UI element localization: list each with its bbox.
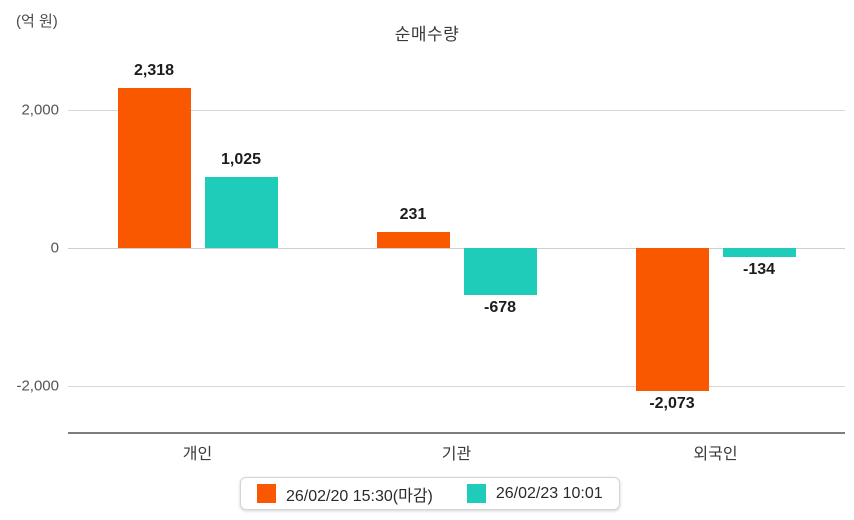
chart-title: 순매수량 — [394, 25, 460, 44]
gridline--2000: -2,000 — [16, 378, 845, 395]
legend-color-swatch — [466, 484, 486, 503]
y-axis-tick-label: 0 — [50, 239, 59, 257]
bar[interactable] — [376, 232, 450, 248]
plot-area: 2,000 0 -2,000 2,318 1,025 231 -678 -2,073 -134 — [16, 55, 845, 432]
bar-value-label: 1,025 — [220, 151, 262, 169]
y-axis-unit-label: (억 원) — [16, 13, 58, 30]
gridline-0: 0 — [51, 240, 845, 257]
bar[interactable] — [117, 88, 191, 248]
bar-value-label: -2,073 — [649, 395, 695, 413]
legend-item[interactable]: 26/02/23 10:01 — [466, 484, 603, 503]
y-axis-tick-label: -2,000 — [16, 377, 59, 395]
bar[interactable] — [635, 248, 709, 392]
bar-value-label: -134 — [742, 261, 776, 279]
legend-item[interactable]: 26/02/20 15:30(마감) — [257, 482, 433, 506]
x-axis-category-label: 외국인 — [693, 446, 738, 463]
x-axis-category-label: 개인 — [182, 446, 213, 463]
x-axis-category-label: 기관 — [441, 446, 472, 463]
y-axis-tick-label: 2,000 — [21, 101, 59, 119]
bar[interactable] — [722, 248, 796, 258]
legend-color-swatch — [257, 484, 276, 503]
bar-value-label: -678 — [483, 298, 517, 316]
legend-label: 26/02/23 10:01 — [495, 484, 603, 502]
gridline-2000: 2,000 — [21, 102, 845, 119]
x-axis-line — [68, 432, 845, 434]
bar[interactable] — [204, 177, 278, 248]
legend-label: 26/02/20 15:30(마감) — [286, 487, 433, 505]
bar-value-label: 231 — [399, 206, 427, 224]
chart-legend: 26/02/20 15:30(마감) 26/02/23 10:01 — [240, 477, 620, 510]
bar-value-label: 2,318 — [133, 62, 175, 80]
bar[interactable] — [463, 248, 537, 295]
